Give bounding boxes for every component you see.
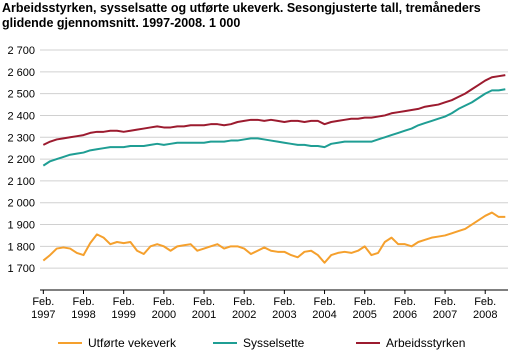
x-tick-label-line: 2006: [393, 309, 417, 321]
legend-label: Sysselsette: [243, 336, 305, 350]
series-line: [42, 74, 506, 146]
x-tick-label: Feb. 2003: [272, 296, 296, 321]
x-tick-label-line: 2000: [152, 309, 176, 321]
y-tick-label: 2 200: [7, 154, 35, 166]
series-line: [42, 211, 506, 264]
legend-label: Utførte vekeverk: [88, 336, 177, 350]
y-tick-label: 2 500: [7, 89, 35, 101]
y-tick-label: 1 800: [7, 241, 35, 253]
x-tick-label-line: Feb.: [394, 296, 416, 308]
x-tick-label: Feb. 1997: [31, 296, 55, 321]
x-tick-label-line: Feb.: [193, 296, 215, 308]
legend-label: Arbeidsstyrken: [386, 336, 465, 350]
x-tick-label-line: Feb.: [153, 296, 175, 308]
x-tick-label-line: Feb.: [72, 296, 94, 308]
x-tick-label-line: 1998: [71, 309, 95, 321]
x-tick-label-line: 2001: [192, 309, 216, 321]
y-tick-label: 2 300: [7, 132, 35, 144]
x-tick-label-line: Feb.: [474, 296, 496, 308]
x-tick-label: Feb. 2000: [152, 296, 176, 321]
x-tick-label-line: Feb.: [354, 296, 376, 308]
y-tick-label: 2 700: [7, 45, 35, 57]
chart-title: Arbeidsstyrken, sysselsatte og utførte u…: [2, 1, 481, 30]
y-tick-label: 2 600: [7, 67, 35, 79]
x-tick-label-line: 2008: [473, 309, 497, 321]
x-tick-label-line: 2002: [232, 309, 256, 321]
y-tick-label: 1 900: [7, 220, 35, 232]
y-tick-label: 2 000: [7, 198, 35, 210]
x-tick-label-line: 2004: [312, 309, 336, 321]
x-tick-label-line: 2007: [433, 309, 457, 321]
x-tick-label-line: Feb.: [434, 296, 456, 308]
x-tick-label-line: 2005: [352, 309, 376, 321]
x-tick-label-line: Feb.: [314, 296, 336, 308]
x-tick-label-line: Feb.: [273, 296, 295, 308]
x-tick-label-line: 2003: [272, 309, 296, 321]
x-tick-label-line: 1997: [31, 309, 55, 321]
x-tick-label: Feb. 2006: [393, 296, 417, 321]
x-tick-label: Feb. 2007: [433, 296, 457, 321]
x-tick-label: Feb. 2008: [473, 296, 497, 321]
y-tick-label: 2 100: [7, 176, 35, 188]
x-tick-label-line: 1999: [111, 309, 135, 321]
x-tick-label: Feb. 2004: [312, 296, 336, 321]
x-tick-label: Feb. 2005: [352, 296, 376, 321]
y-tick-label: 2 400: [7, 110, 35, 122]
y-tick-label: 1 700: [7, 263, 35, 275]
x-tick-label: Feb. 2002: [232, 296, 256, 321]
x-tick-label: Feb. 1998: [71, 296, 95, 321]
x-tick-label-line: Feb.: [233, 296, 255, 308]
x-tick-label: Feb. 2001: [192, 296, 216, 321]
x-tick-label-line: Feb.: [113, 296, 135, 308]
series-line: [42, 88, 506, 167]
x-tick-label: Feb. 1999: [111, 296, 135, 321]
x-tick-label-line: Feb.: [32, 296, 54, 308]
